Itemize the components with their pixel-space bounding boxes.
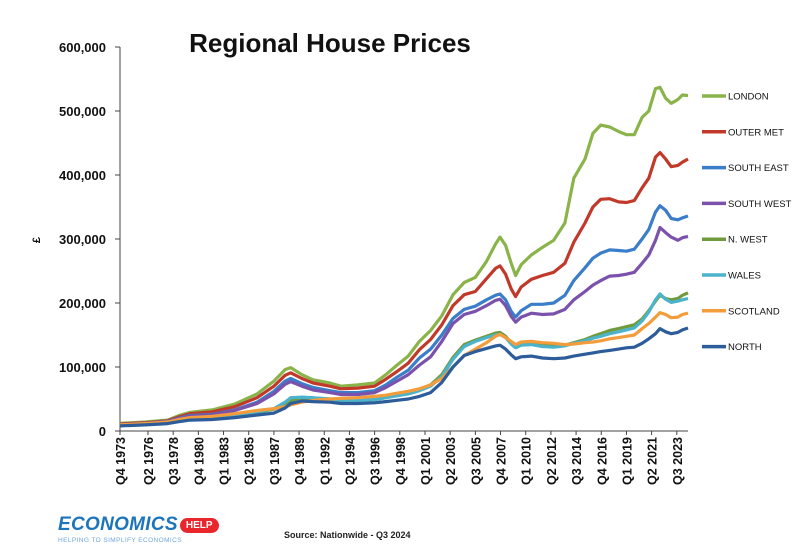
x-tick-label: Q4 2016 — [595, 437, 609, 485]
source-note: Source: Nationwide - Q3 2024 — [284, 530, 411, 540]
legend-label: SOUTH WEST — [728, 199, 792, 210]
x-tick-label: Q1 2010 — [520, 437, 534, 485]
x-tick-label: Q1 1992 — [318, 437, 332, 485]
x-tick-label: Q2 2021 — [646, 437, 660, 485]
logo-tagline: HELPING TO SIMPLIFY ECONOMICS — [58, 537, 182, 544]
x-tick-label: Q3 1987 — [268, 437, 282, 485]
y-tick-label: 600,000 — [59, 40, 106, 55]
legend-label: SOUTH EAST — [728, 163, 789, 174]
logo-wordmark: ECONOMICS — [58, 514, 178, 535]
series-line-north — [119, 326, 689, 428]
y-tick-label: 100,000 — [59, 360, 106, 375]
x-tick-label: Q3 2014 — [570, 437, 584, 485]
series-line-outer-met — [119, 151, 689, 426]
legend-label: LONDON — [728, 92, 769, 103]
y-tick-label: 200,000 — [59, 296, 106, 311]
x-tick-label: Q4 1998 — [394, 437, 408, 485]
y-ticks: 600,000 500,000 400,000 300,000 200,000 100,0… — [59, 40, 120, 439]
series-line-south-east — [119, 204, 689, 427]
x-tick-label: Q3 2005 — [469, 437, 483, 485]
economics-help-logo: ECONOMICS HELP — [58, 514, 219, 536]
x-tick-label: Q1 1983 — [218, 437, 232, 485]
x-tick-label: Q1 2001 — [419, 437, 433, 485]
x-tick-label: Q2 1985 — [243, 437, 257, 485]
series-line-london — [119, 85, 689, 425]
legend-label: N. WEST — [728, 235, 768, 246]
logo-badge: HELP — [179, 517, 219, 533]
y-tick-label: 500,000 — [59, 104, 106, 119]
x-ticks: Q4 1973 Q2 1976 Q3 1978 Q4 1980 Q1 1983 Q2 19… — [114, 431, 685, 485]
legend-label: OUTER MET — [728, 127, 784, 138]
y-tick-label: 0 — [99, 424, 106, 439]
x-tick-label: Q4 2007 — [495, 437, 509, 485]
x-tick-label: Q2 1994 — [343, 437, 357, 485]
series-line-south-west — [119, 225, 689, 427]
x-tick-label: Q4 1989 — [293, 437, 307, 485]
legend-label: NORTH — [728, 342, 762, 353]
x-tick-label: Q1 2019 — [620, 437, 634, 485]
x-tick-label: Q2 2003 — [444, 437, 458, 485]
x-tick-label: Q4 1980 — [192, 437, 206, 485]
legend-label: SCOTLAND — [728, 306, 780, 317]
y-tick-label: 400,000 — [59, 168, 106, 183]
chart-title: Regional House Prices — [189, 28, 471, 58]
y-axis-label: £ — [31, 237, 43, 243]
y-tick-label: 300,000 — [59, 232, 106, 247]
x-tick-label: Q3 1978 — [167, 437, 181, 485]
x-tick-label: Q3 2023 — [671, 437, 685, 485]
legend: LONDON OUTER MET SOUTH EAST SOUTH WEST N. WE… — [702, 92, 792, 353]
series-lines — [119, 85, 689, 428]
x-tick-label: Q2 2012 — [545, 437, 559, 485]
legend-label: WALES — [728, 271, 761, 282]
series-line-wales — [119, 292, 689, 427]
x-tick-label: Q2 1976 — [142, 437, 156, 485]
series-line-scotland — [119, 311, 689, 427]
x-tick-label: Q4 1973 — [114, 437, 128, 485]
x-tick-label: Q3 1996 — [369, 437, 383, 485]
